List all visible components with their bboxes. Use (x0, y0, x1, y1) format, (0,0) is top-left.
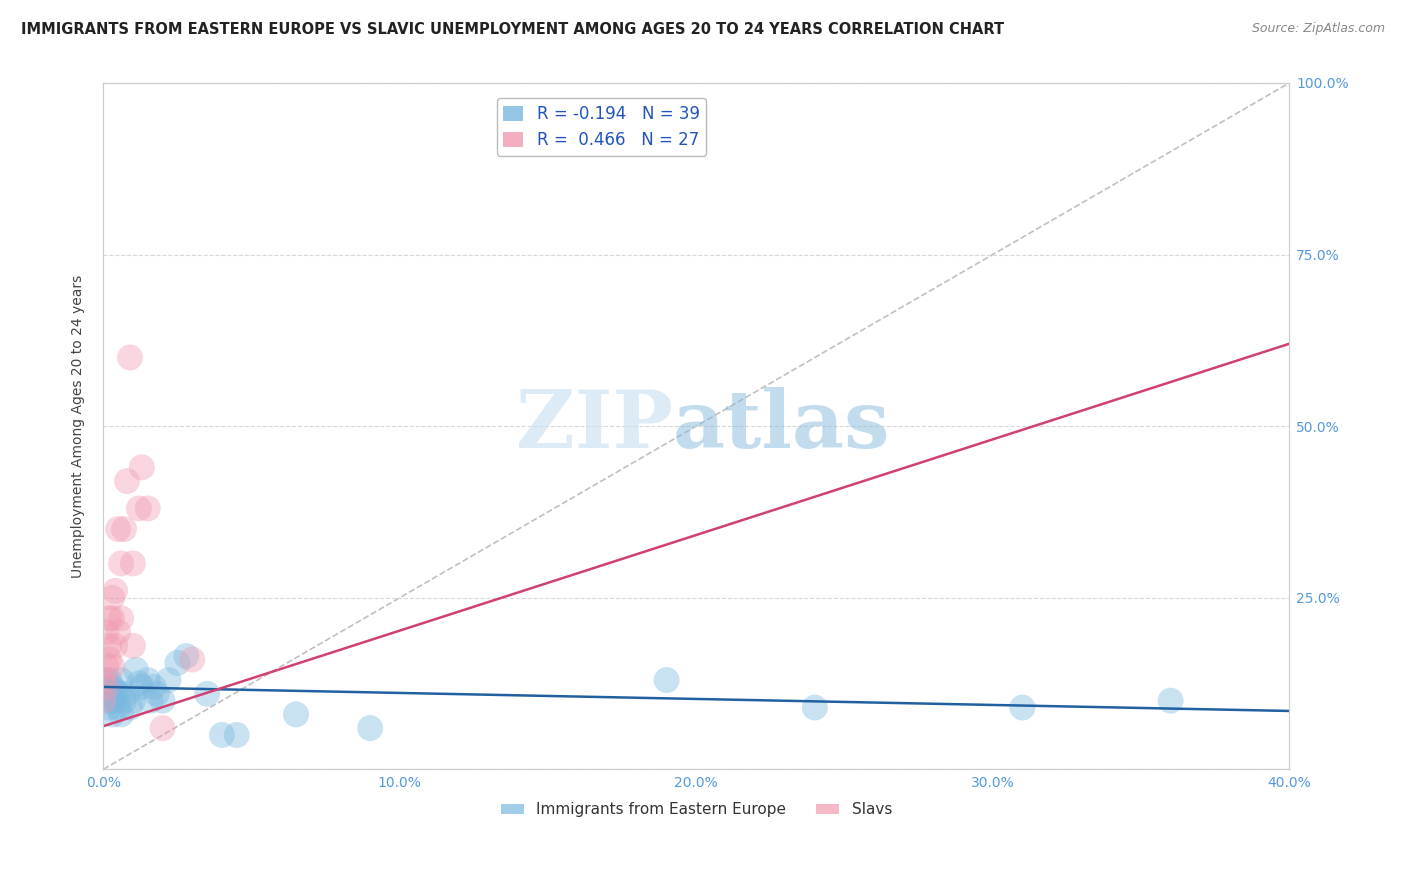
Point (110, 611, 132, 625)
Point (91, 673, 114, 687)
Point (96, 694, 118, 708)
Point (101, 591, 124, 605)
Point (136, 501, 159, 516)
Point (157, 673, 180, 687)
Point (115, 474, 138, 488)
Point (107, 625, 129, 640)
Point (225, 728, 247, 742)
Point (136, 673, 159, 687)
Point (122, 639, 145, 653)
Y-axis label: Unemployment Among Ages 20 to 24 years: Unemployment Among Ages 20 to 24 years (72, 275, 86, 578)
Point (104, 694, 127, 708)
Point (101, 659, 124, 673)
Point (98, 639, 121, 653)
Point (152, 721, 174, 735)
Point (104, 583, 127, 598)
Point (91, 683, 114, 698)
Point (98, 687, 121, 701)
Text: atlas: atlas (672, 387, 890, 465)
Point (107, 687, 129, 701)
Text: IMMIGRANTS FROM EASTERN EUROPE VS SLAVIC UNEMPLOYMENT AMONG AGES 20 TO 24 YEARS : IMMIGRANTS FROM EASTERN EUROPE VS SLAVIC… (21, 22, 1004, 37)
Point (98, 700, 121, 714)
Point (176, 648, 198, 663)
Point (145, 687, 167, 701)
Point (110, 673, 132, 687)
Point (128, 676, 150, 690)
Point (91, 694, 114, 708)
Point (211, 728, 233, 742)
Point (128, 501, 150, 516)
Point (107, 522, 129, 536)
Legend: Immigrants from Eastern Europe, Slavs: Immigrants from Eastern Europe, Slavs (495, 797, 898, 823)
Point (122, 557, 145, 571)
Point (101, 707, 124, 722)
Point (118, 351, 141, 365)
Point (122, 694, 145, 708)
Point (152, 694, 174, 708)
Point (181, 652, 204, 666)
Point (104, 683, 127, 698)
Text: ZIP: ZIP (516, 387, 672, 465)
Point (98, 611, 121, 625)
Point (1011, 700, 1033, 714)
Point (118, 700, 141, 714)
Point (655, 673, 678, 687)
Point (804, 700, 827, 714)
Point (101, 694, 124, 708)
Point (96, 673, 118, 687)
Point (96, 680, 118, 694)
Point (285, 707, 308, 722)
Point (98, 652, 121, 666)
Point (139, 694, 162, 708)
Point (131, 460, 153, 475)
Point (101, 680, 124, 694)
Point (110, 557, 132, 571)
Point (112, 522, 135, 536)
Point (115, 687, 138, 701)
Point (101, 611, 124, 625)
Point (104, 639, 127, 653)
Point (107, 700, 129, 714)
Point (96, 625, 118, 640)
Point (110, 707, 132, 722)
Point (195, 687, 218, 701)
Point (1160, 694, 1182, 708)
Point (112, 694, 135, 708)
Point (98, 673, 121, 687)
Point (96, 659, 118, 673)
Text: Source: ZipAtlas.com: Source: ZipAtlas.com (1251, 22, 1385, 36)
Point (359, 721, 381, 735)
Point (166, 656, 188, 670)
Point (125, 663, 148, 677)
Point (131, 680, 153, 694)
Point (142, 680, 165, 694)
